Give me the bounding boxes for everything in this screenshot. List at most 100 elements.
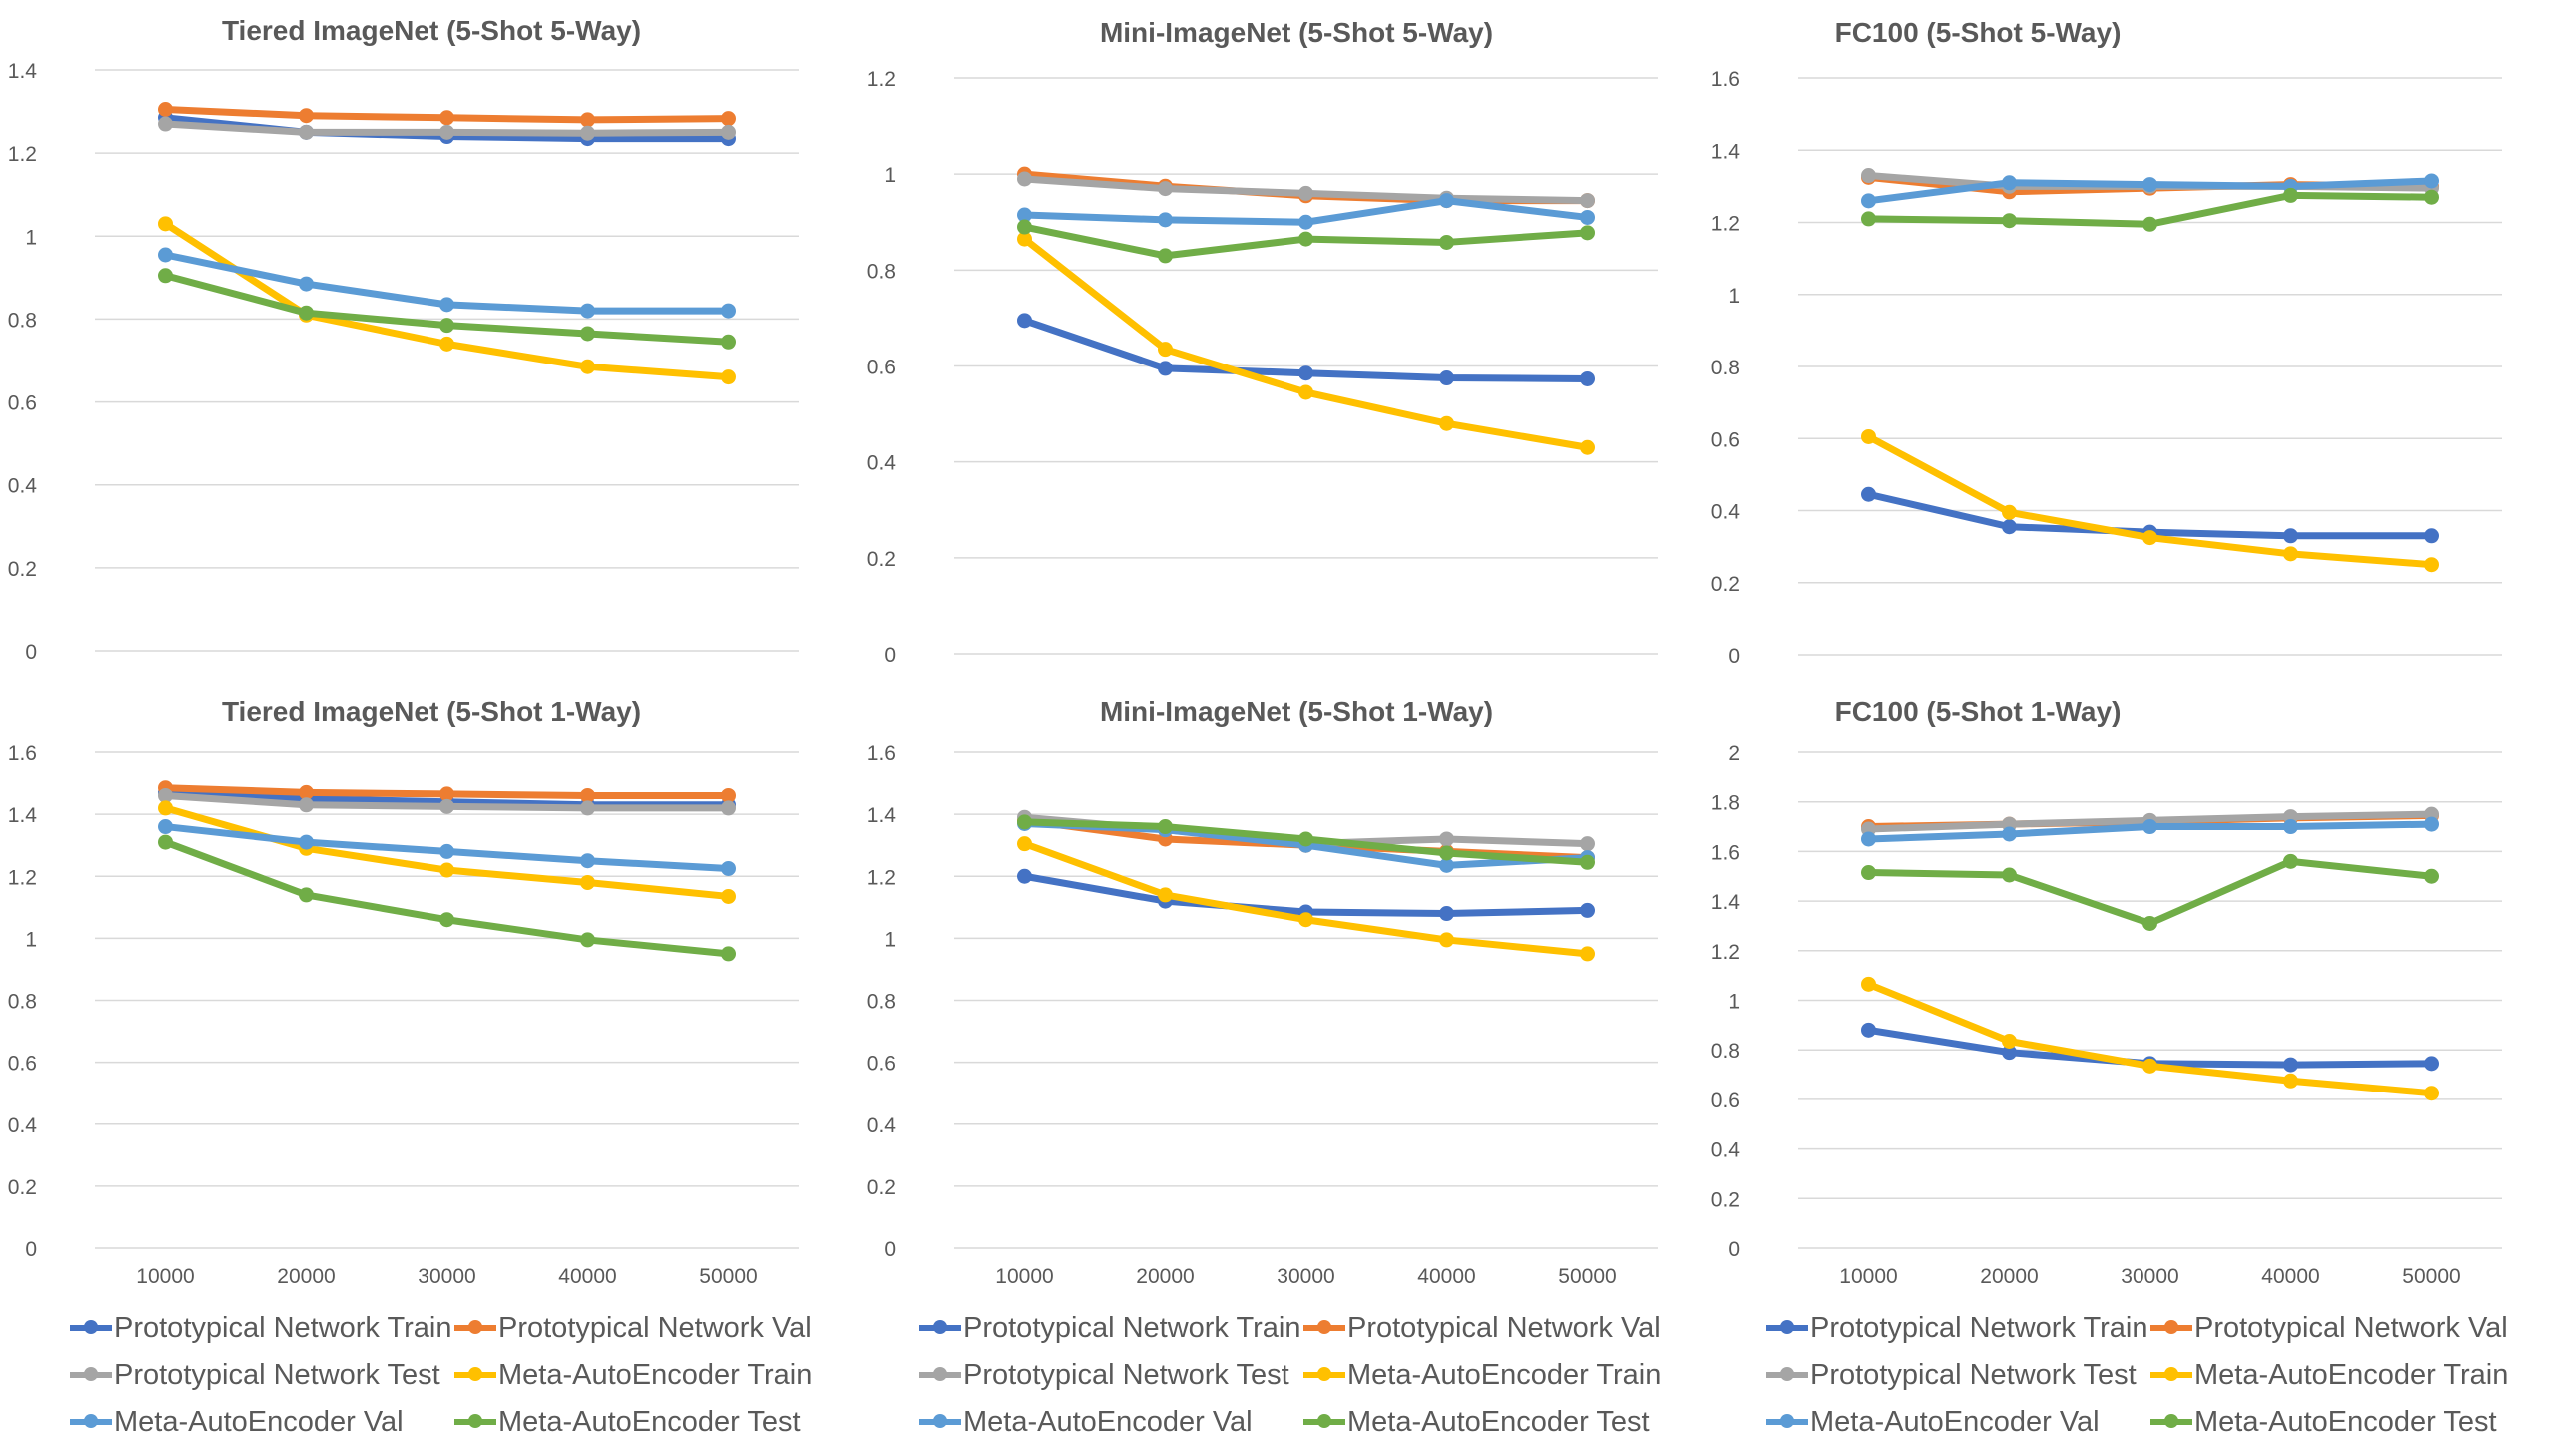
data-point-meta-autoencoder-train [1861, 976, 1876, 992]
legend-swatch [70, 1367, 112, 1381]
data-point-meta-autoencoder-val [721, 860, 736, 876]
legend-marker [1317, 1367, 1331, 1381]
legend-marker [1317, 1414, 1331, 1428]
data-point-prototypical-network-test [1580, 836, 1595, 852]
data-point-prototypical-network-train [1439, 370, 1454, 386]
data-point-meta-autoencoder-train [1580, 946, 1595, 962]
data-point-prototypical-network-val [721, 787, 736, 803]
chart-5: Mini-ImageNet (5-Shot 1-Way) 0 0.2 0.4 0.6 0.… [867, 696, 1658, 1288]
legend-label: Prototypical Network Test [1810, 1358, 2137, 1391]
data-point-prototypical-network-train [1439, 906, 1454, 922]
x-tick-label: 10000 [136, 1265, 194, 1288]
y-tick-label: 1.2 [1711, 941, 1740, 964]
legend-marker [1317, 1320, 1331, 1334]
y-tick-label: 0 [884, 1238, 896, 1261]
data-point-prototypical-network-test [439, 798, 454, 814]
data-point-meta-autoencoder-train [2424, 1086, 2439, 1101]
legend-marker [1780, 1320, 1794, 1334]
data-point-prototypical-network-test [299, 797, 314, 813]
data-point-meta-autoencoder-train [1158, 342, 1173, 358]
data-point-prototypical-network-train [1580, 370, 1595, 386]
data-point-meta-autoencoder-val [1580, 209, 1595, 225]
data-point-meta-autoencoder-test [2283, 853, 2298, 869]
legend-item: Meta-AutoEncoder Val [919, 1400, 1253, 1444]
data-point-meta-autoencoder-train [439, 336, 454, 352]
chart-title: Mini-ImageNet (5-Shot 5-Way) [1100, 17, 1493, 48]
legend-marker [2164, 1414, 2178, 1428]
legend-label: Meta-AutoEncoder Train [2194, 1358, 2509, 1391]
legend-swatch [1303, 1414, 1345, 1428]
data-point-prototypical-network-train [1580, 902, 1595, 918]
x-tick-label: 20000 [1980, 1265, 2038, 1288]
data-point-prototypical-network-train [1861, 1022, 1876, 1038]
data-point-meta-autoencoder-train [2002, 504, 2017, 520]
chart-6: FC100 (5-Shot 1-Way) 0 0.2 0.4 0.6 0.8 1 1.2 1.4… [1711, 696, 2502, 1288]
y-tick-label: 0.2 [1711, 1188, 1740, 1211]
legend-swatch [919, 1367, 961, 1381]
data-point-meta-autoencoder-test [721, 946, 736, 962]
data-point-prototypical-network-test [721, 124, 736, 140]
legend-item: Prototypical Network Test [70, 1353, 440, 1397]
data-point-meta-autoencoder-val [2002, 175, 2017, 191]
data-point-meta-autoencoder-train [2142, 530, 2157, 546]
y-tick-label: 1.4 [867, 804, 897, 827]
chart-4: Tiered ImageNet (5-Shot 1-Way) 0 0.2 0.4 0.6… [8, 696, 799, 1288]
data-point-meta-autoencoder-test [2002, 213, 2017, 229]
data-point-prototypical-network-train [2424, 1056, 2439, 1072]
data-point-meta-autoencoder-test [158, 834, 173, 850]
y-tick-label: 0.6 [867, 357, 896, 379]
y-tick-label: 1.4 [8, 804, 38, 827]
data-point-prototypical-network-train [2002, 1045, 2017, 1061]
x-tick-label: 50000 [699, 1265, 757, 1288]
data-point-meta-autoencoder-train [2002, 1034, 2017, 1050]
data-point-meta-autoencoder-val [2142, 177, 2157, 193]
data-point-prototypical-network-val [580, 787, 595, 803]
data-point-prototypical-network-train [2283, 528, 2298, 544]
y-tick-label: 0.6 [867, 1053, 896, 1076]
x-tick-label: 40000 [1417, 1265, 1475, 1288]
legend-swatch [454, 1320, 496, 1334]
data-point-prototypical-network-val [299, 784, 314, 800]
legend-marker [468, 1320, 482, 1334]
legend-label: Prototypical Network Val [1347, 1311, 1661, 1344]
data-point-meta-autoencoder-train [1861, 428, 1876, 444]
y-tick-label: 1.2 [1711, 213, 1740, 236]
data-point-meta-autoencoder-train [580, 359, 595, 374]
legend-marker [468, 1414, 482, 1428]
data-point-prototypical-network-train [1158, 361, 1173, 376]
legend-item: Meta-AutoEncoder Train [2150, 1353, 2508, 1397]
x-tick-label: 50000 [1558, 1265, 1616, 1288]
data-point-prototypical-network-test [439, 124, 454, 140]
legend-label: Meta-AutoEncoder Test [2194, 1405, 2497, 1438]
data-point-meta-autoencoder-train [1439, 932, 1454, 948]
data-point-meta-autoencoder-test [299, 305, 314, 321]
y-tick-label: 0.4 [1711, 501, 1741, 524]
y-tick-label: 1.4 [1711, 891, 1741, 914]
data-point-meta-autoencoder-val [1158, 212, 1173, 228]
legend-item: Prototypical Network Train [70, 1306, 451, 1350]
legend-item: Prototypical Network Val [454, 1306, 812, 1350]
data-point-meta-autoencoder-test [2424, 189, 2439, 205]
data-point-meta-autoencoder-test [1580, 854, 1595, 870]
chart-legend: Prototypical Network Train Prototypical N… [919, 1306, 1738, 1456]
data-point-meta-autoencoder-train [1298, 384, 1313, 400]
legend-label: Prototypical Network Val [2194, 1311, 2508, 1344]
y-tick-label: 1.2 [867, 866, 896, 889]
data-point-meta-autoencoder-val [1017, 207, 1032, 223]
chart-title: Tiered ImageNet (5-Shot 1-Way) [222, 696, 641, 727]
legend-swatch [2150, 1320, 2192, 1334]
legend-item: Prototypical Network Val [2150, 1306, 2508, 1350]
legend-marker [2164, 1320, 2178, 1334]
y-tick-label: 1 [884, 164, 896, 187]
data-point-prototypical-network-train [1861, 486, 1876, 502]
data-point-meta-autoencoder-val [1439, 193, 1454, 209]
data-point-prototypical-network-train [2424, 528, 2439, 544]
data-point-meta-autoencoder-test [2142, 915, 2157, 931]
chart-legend: Prototypical Network Train Prototypical N… [1766, 1306, 2569, 1456]
data-point-meta-autoencoder-train [1298, 912, 1313, 928]
data-point-meta-autoencoder-test [1861, 211, 1876, 227]
data-point-prototypical-network-train [1298, 365, 1313, 381]
y-tick-label: 1.2 [867, 68, 896, 91]
data-point-meta-autoencoder-train [1017, 836, 1032, 852]
data-point-meta-autoencoder-train [2283, 546, 2298, 562]
